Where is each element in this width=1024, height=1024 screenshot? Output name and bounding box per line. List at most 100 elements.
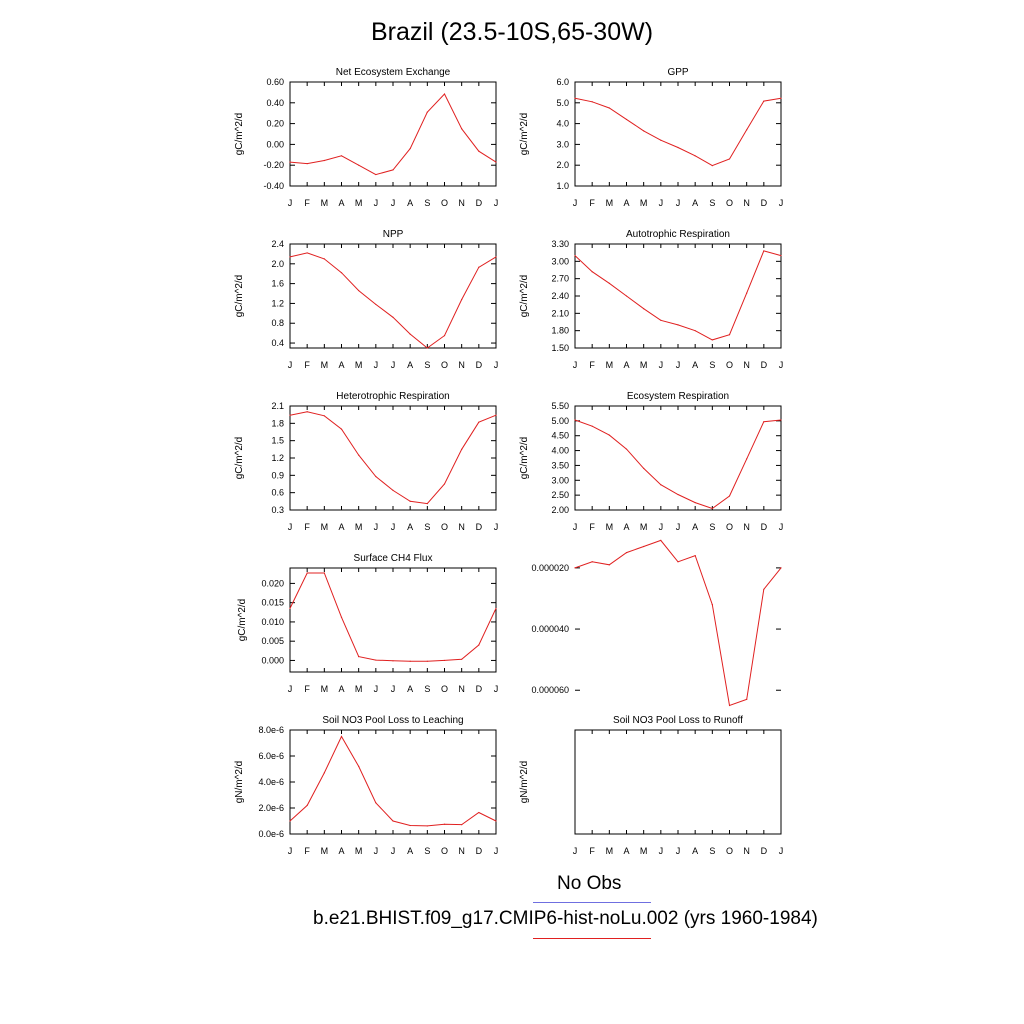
y-tick-label: 1.2 (271, 298, 284, 308)
data-point (340, 616, 343, 618)
data-point (461, 128, 463, 130)
x-tick-label: M (321, 846, 329, 856)
data-point (306, 411, 308, 413)
x-tick-label: F (304, 522, 310, 532)
y-tick-label: 4.0e-6 (258, 777, 284, 787)
x-tick-label: J (779, 360, 784, 370)
data-point (358, 289, 360, 292)
x-tick-label: J (659, 198, 664, 208)
data-point (289, 256, 291, 258)
x-tick-label: M (606, 846, 614, 856)
x-tick-label: D (476, 198, 483, 208)
x-tick-label: A (338, 846, 344, 856)
x-tick-label: M (640, 522, 648, 532)
x-tick-label: M (640, 198, 648, 208)
data-point (323, 258, 325, 260)
data-point (608, 282, 610, 284)
x-tick-label: M (321, 684, 329, 694)
data-point (763, 100, 765, 102)
y-axis-label: gC/m^2/d (519, 113, 530, 156)
x-tick-label: F (304, 684, 310, 694)
x-tick-label: O (441, 198, 448, 208)
data-point (763, 421, 765, 423)
x-tick-label: J (391, 360, 396, 370)
data-point (780, 567, 782, 569)
y-tick-label: 4.0 (556, 119, 569, 129)
data-point (289, 607, 291, 610)
data-point (409, 147, 411, 150)
chart-title: Soil NO3 Pool Loss to Runoff (613, 715, 743, 726)
x-tick-label: A (623, 198, 629, 208)
data-point (461, 298, 463, 301)
data-point (443, 483, 446, 485)
x-tick-label: N (743, 522, 750, 532)
x-tick-label: M (355, 360, 363, 370)
y-tick-label: 1.2 (271, 453, 284, 463)
y-tick-label: 2.10 (551, 308, 569, 318)
x-tick-label: A (338, 522, 344, 532)
data-point (340, 155, 343, 157)
data-point (660, 484, 662, 486)
y-tick-label: 2.50 (551, 490, 569, 500)
x-tick-label: M (606, 360, 614, 370)
x-tick-label: J (659, 846, 664, 856)
x-tick-label: J (494, 846, 499, 856)
data-point (591, 425, 593, 427)
chart-frame (574, 81, 782, 187)
data-point (677, 493, 679, 496)
series-line (574, 419, 782, 510)
series-line (574, 97, 782, 167)
x-tick-label: A (692, 198, 698, 208)
x-tick-label: J (676, 360, 681, 370)
y-tick-label: 1.5 (271, 436, 284, 446)
x-tick-label: A (623, 360, 629, 370)
y-tick-label: 0.0e-6 (258, 829, 284, 839)
x-tick-label: M (355, 198, 363, 208)
data-point (409, 660, 411, 662)
data-point (306, 572, 308, 574)
x-tick-label: J (374, 846, 379, 856)
data-point (461, 658, 463, 660)
x-tick-label: M (355, 846, 363, 856)
data-point (478, 644, 480, 646)
y-axis-label: gC/m^2/d (519, 437, 530, 480)
x-tick-label: J (288, 360, 293, 370)
data-point (495, 820, 497, 822)
data-point (625, 448, 628, 450)
data-point (728, 495, 731, 497)
data-point (426, 111, 428, 113)
data-point (660, 139, 662, 141)
x-tick-label: J (391, 846, 396, 856)
data-point (780, 419, 782, 421)
x-tick-label: J (573, 360, 578, 370)
data-point (574, 567, 576, 569)
data-point (392, 820, 394, 822)
data-point (478, 421, 480, 423)
x-tick-label: O (726, 198, 733, 208)
data-point (660, 539, 662, 541)
y-tick-label: 4.00 (551, 446, 569, 456)
data-point (323, 572, 325, 574)
data-point (643, 130, 645, 132)
data-point (591, 271, 593, 273)
chart-title: Net Ecosystem Exchange (336, 67, 451, 78)
x-tick-label: A (692, 360, 698, 370)
data-point (780, 97, 782, 99)
x-tick-label: J (659, 360, 664, 370)
data-point (677, 146, 679, 149)
data-point (340, 735, 343, 738)
chart-title: Surface CH4 Flux (354, 553, 433, 564)
x-tick-label: S (709, 522, 715, 532)
data-point (746, 292, 748, 294)
data-point (375, 303, 377, 306)
data-point (289, 414, 291, 416)
x-tick-label: O (726, 522, 733, 532)
x-tick-label: J (374, 198, 379, 208)
y-axis-label: gC/m^2/d (237, 599, 248, 642)
data-point (677, 324, 679, 326)
data-point (426, 347, 428, 349)
x-tick-label: O (441, 360, 448, 370)
